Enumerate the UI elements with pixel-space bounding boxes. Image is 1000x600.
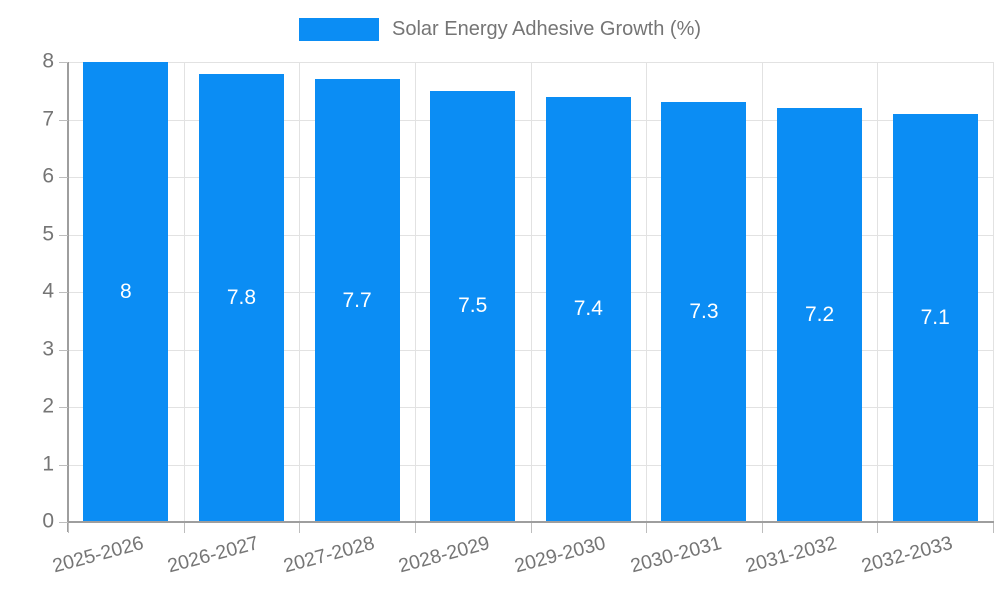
y-axis-tick [59, 464, 68, 466]
legend-swatch [298, 18, 379, 41]
y-tick-label: 1 [42, 452, 54, 476]
y-tick-label: 4 [42, 279, 54, 303]
v-gridline [299, 62, 301, 522]
bar: 7.4 [545, 96, 631, 522]
bar-value-label: 7.8 [226, 285, 257, 309]
y-tick-label: 7 [42, 107, 54, 131]
y-tick-label: 6 [42, 164, 54, 188]
x-axis-tick [530, 523, 532, 533]
x-tick-label: 2029-2030 [512, 532, 609, 578]
y-axis-line [67, 62, 69, 532]
x-tick-label: 2032-2033 [859, 532, 955, 578]
v-gridline [414, 62, 416, 522]
v-gridline [761, 62, 763, 522]
y-axis-tick [59, 522, 68, 523]
y-axis-tick [59, 234, 68, 236]
v-gridline [183, 62, 185, 522]
bar-value-label: 7.5 [458, 294, 488, 318]
y-axis-tick [59, 62, 68, 63]
y-tick-label: 3 [42, 337, 54, 361]
x-tick-label: 2028-2029 [396, 532, 493, 578]
y-axis-tick [59, 292, 68, 293]
x-axis-tick [761, 523, 763, 533]
x-tick-label: 2025-2026 [49, 532, 146, 578]
v-gridline [530, 62, 532, 522]
x-axis-tick [877, 523, 879, 533]
x-axis-line [67, 521, 994, 523]
y-tick-label: 8 [42, 49, 54, 73]
legend[interactable]: Solar Energy Adhesive Growth (%) [0, 18, 1000, 41]
x-axis-tick [414, 523, 416, 533]
bar: 7.2 [777, 108, 863, 522]
y-axis-tick [59, 119, 68, 121]
y-axis-tick [59, 177, 68, 178]
bar-value-label: 7.4 [573, 297, 603, 321]
legend-label: Solar Energy Adhesive Growth (%) [391, 18, 702, 40]
x-tick-label: 2030-2031 [627, 532, 724, 578]
y-tick-label: 0 [42, 509, 54, 533]
y-axis-tick [59, 349, 68, 351]
bar-value-label: 7.2 [804, 303, 835, 326]
bar-value-label: 7.1 [920, 305, 950, 329]
x-axis-tick [68, 523, 69, 533]
bar-value-label: 7.7 [342, 288, 372, 312]
y-tick-label: 5 [42, 222, 54, 246]
y-axis-tick [59, 407, 68, 408]
x-axis-tick [183, 523, 185, 533]
bar: 7.1 [892, 113, 978, 522]
bar-value-label: 7.3 [689, 300, 719, 324]
bar: 8 [83, 62, 169, 522]
plot-area: 8 7.8 7.7 7.5 7.4 7.3 7.2 7.1 0 1 2 3 4 5 6 7 8 2025-2026… [42, 50, 994, 577]
bar: 7.5 [430, 90, 516, 522]
x-axis-tick [646, 523, 648, 533]
x-axis-tick [299, 523, 301, 533]
v-gridline [877, 62, 879, 522]
bar: 7.7 [314, 79, 400, 522]
x-tick-label: 2026-2027 [165, 532, 262, 578]
x-axis-tick [993, 523, 994, 533]
bar-value-label: 8 [119, 280, 132, 303]
bar: 7.3 [661, 102, 747, 522]
v-gridline [993, 62, 994, 522]
x-tick-label: 2027-2028 [280, 532, 377, 578]
bar: 7.8 [198, 73, 284, 522]
v-gridline [646, 62, 648, 522]
x-tick-label: 2031-2032 [743, 532, 840, 578]
y-tick-label: 2 [42, 394, 54, 418]
